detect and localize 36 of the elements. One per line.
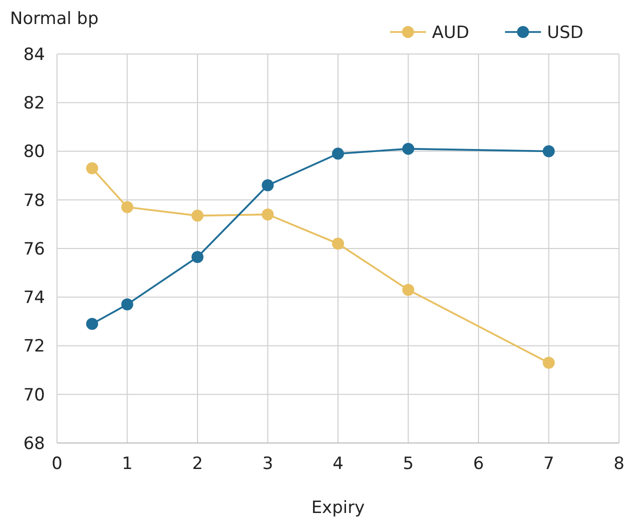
point [332, 148, 344, 160]
point [121, 201, 134, 214]
x-tick-label: 5 [402, 454, 414, 474]
y-tick-label: 68 [23, 434, 45, 454]
x-tick-label: 1 [122, 454, 133, 474]
point [402, 284, 414, 296]
point [121, 298, 134, 310]
point [262, 179, 274, 192]
legend-label: USD [547, 22, 584, 43]
point [542, 145, 555, 158]
point [262, 208, 274, 220]
x-tick-label: 4 [332, 454, 344, 474]
point [192, 210, 204, 222]
legend-label: AUD [432, 22, 470, 43]
y-tick-label: 70 [23, 385, 45, 406]
x-tick-label: 0 [52, 454, 62, 474]
x-tick-label: 7 [543, 454, 554, 474]
x-tick-label: 8 [614, 454, 624, 474]
y-tick-label: 74 [23, 288, 45, 308]
point [192, 251, 204, 264]
y-tick-label: 76 [23, 239, 45, 260]
y-tick-label: 72 [23, 336, 45, 357]
point [402, 142, 414, 155]
y-tick-label: 78 [23, 190, 45, 211]
x-tick-label: 6 [473, 454, 484, 474]
x-tick-label: 2 [192, 454, 203, 474]
point [86, 318, 98, 330]
x-tick-label: 3 [262, 454, 274, 474]
point [86, 162, 98, 174]
y-tick-label: 82 [23, 94, 45, 114]
y-axis-title: Normal bp [10, 9, 98, 29]
point [542, 356, 555, 369]
x-axis-title: Expiry [311, 498, 365, 518]
y-tick-label: 84 [23, 44, 45, 65]
point [332, 238, 344, 250]
y-tick-label: 80 [23, 142, 45, 162]
